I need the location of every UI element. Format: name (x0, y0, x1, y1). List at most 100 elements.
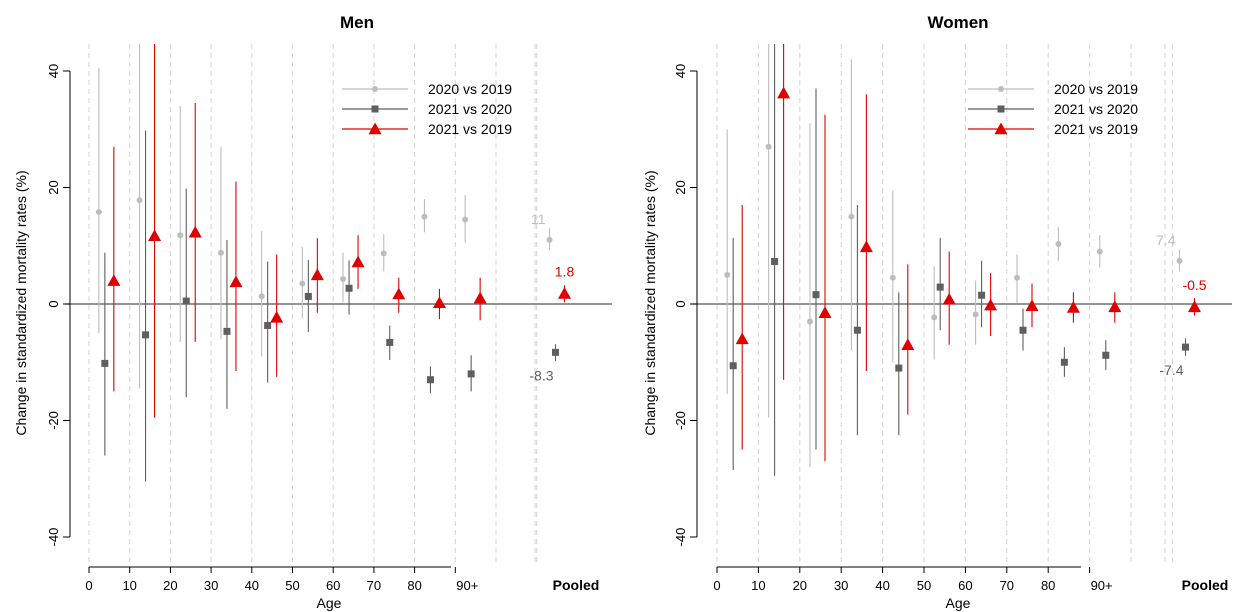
data-point (340, 275, 347, 282)
data-point (942, 292, 956, 305)
data-point (853, 326, 861, 334)
chart-panel-men: Men -40 -20 0 20 40 Change in standardized mor… (13, 13, 612, 611)
y-tick-label: -40 (673, 528, 688, 547)
data-point (931, 314, 938, 321)
x-tick-label: 80 (407, 578, 421, 593)
chart-panel-women: Women -40 -20 0 20 40 Change in standardized m… (642, 13, 1232, 611)
data-point (1188, 300, 1201, 313)
data-point (264, 322, 272, 330)
legend-marker (994, 122, 1008, 135)
y-axis-title: Change in standardized mortality rates (… (13, 170, 29, 435)
data-point (182, 297, 190, 305)
series-2020-vs-2019 (95, 44, 553, 389)
x-tick-label: 30 (204, 578, 218, 593)
data-point (558, 287, 571, 299)
data-point (901, 338, 915, 350)
data-point (188, 225, 202, 238)
legend-marker (997, 105, 1005, 113)
y-axis-title: Change in standardized mortality rates (… (642, 170, 658, 435)
y-tick-label: 0 (673, 300, 688, 307)
y-tick-label: 40 (673, 64, 688, 78)
data-point (258, 293, 265, 300)
data-point (895, 364, 903, 372)
x-tick-label: 90+ (1091, 578, 1113, 593)
y-tick-label: 20 (673, 180, 688, 194)
data-point (1096, 248, 1103, 255)
data-point (546, 236, 553, 243)
pooled-annotation: -8.3 (529, 367, 553, 383)
data-point (729, 362, 737, 370)
data-point (392, 287, 406, 300)
x-tick-label: 0 (85, 578, 92, 593)
data-point (177, 232, 184, 239)
data-point (473, 291, 487, 304)
data-point (889, 274, 896, 281)
data-point (351, 255, 365, 268)
x-axis-title: Age (317, 595, 342, 611)
data-point (777, 86, 791, 99)
x-tick-label: 40 (245, 578, 259, 593)
data-point (462, 216, 469, 223)
data-point (1060, 358, 1068, 366)
data-point (724, 271, 731, 278)
data-point (1025, 299, 1039, 311)
data-point (984, 298, 998, 311)
x-tick-label: 60 (958, 578, 972, 593)
y-tick-label: -40 (46, 528, 61, 547)
legend: 2020 vs 2019 2021 vs 2020 2021 vs 2019 (968, 81, 1138, 137)
legend-marker (368, 122, 382, 135)
y-tick-label: -20 (673, 411, 688, 430)
data-point (1014, 274, 1020, 281)
data-point (771, 257, 779, 265)
series-2021-vs-2020 (729, 44, 1189, 476)
data-point (735, 332, 749, 345)
legend-marker (372, 86, 378, 92)
data-point (1108, 300, 1122, 313)
data-point (142, 331, 150, 339)
x-tick-label: 40 (875, 578, 889, 593)
data-point (1055, 241, 1062, 248)
data-point (426, 376, 434, 384)
x-tick-label: 0 (713, 578, 720, 593)
data-point (552, 348, 559, 356)
data-point (859, 240, 873, 253)
data-point (148, 229, 162, 242)
x-tick-label: 20 (793, 578, 807, 593)
data-point (432, 296, 446, 309)
data-point (270, 310, 284, 323)
chart-title: Women (927, 13, 988, 32)
data-point (310, 268, 324, 281)
data-point (101, 359, 109, 367)
pooled-annotation: 1.8 (555, 264, 575, 280)
data-point (217, 249, 224, 256)
x-tick-label: 80 (1041, 578, 1055, 593)
pooled-annotation: 7.4 (1156, 232, 1176, 248)
legend-label: 2021 vs 2019 (1054, 121, 1138, 137)
series-2021-vs-2019 (107, 44, 571, 418)
legend-label: 2021 vs 2019 (428, 121, 512, 137)
legend-label: 2021 vs 2020 (428, 101, 512, 117)
x-tick-label: 10 (122, 578, 136, 593)
series-2020-vs-2019 (724, 44, 1183, 468)
data-point (421, 213, 428, 220)
x-tick-label: 50 (917, 578, 931, 593)
data-point (765, 143, 772, 150)
pooled-label: Pooled (553, 577, 600, 593)
legend-label: 2021 vs 2020 (1054, 101, 1138, 117)
data-point (1019, 326, 1027, 334)
x-tick-label: 20 (163, 578, 177, 593)
x-tick-label: 50 (285, 578, 299, 593)
data-point (304, 292, 312, 300)
data-point (1182, 343, 1189, 351)
legend-label: 2020 vs 2019 (428, 81, 512, 97)
data-point (229, 275, 243, 288)
data-point (1176, 257, 1183, 264)
series-2021-vs-2019 (735, 44, 1201, 462)
data-point (978, 291, 986, 299)
data-point (848, 213, 855, 220)
legend: 2020 vs 2019 2021 vs 2020 2021 vs 2019 (342, 81, 512, 137)
series-2021-vs-2020 (101, 130, 559, 482)
data-point (1066, 300, 1080, 313)
y-tick-label: 0 (46, 300, 61, 307)
data-point (136, 197, 143, 204)
